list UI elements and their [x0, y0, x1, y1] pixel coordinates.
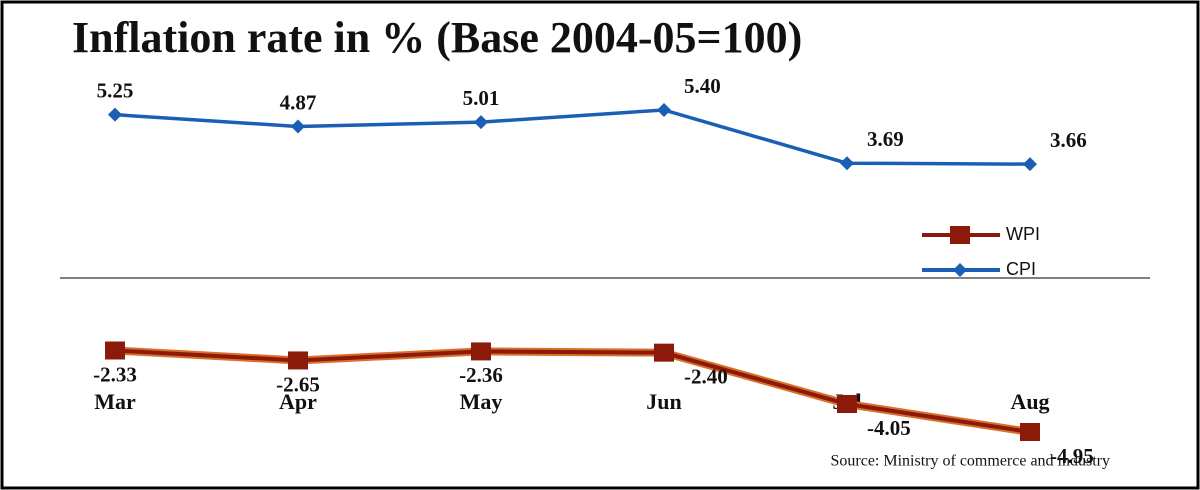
value-label: -4.05: [867, 416, 911, 440]
marker: [1023, 157, 1037, 172]
marker: [105, 341, 125, 360]
legend-marker: [953, 263, 967, 277]
value-label: -2.36: [459, 363, 503, 387]
x-tick-label: May: [460, 389, 503, 414]
value-label: 5.25: [97, 78, 134, 102]
marker: [840, 156, 854, 171]
legend-label: CPI: [1006, 259, 1036, 279]
x-tick-label: Jun: [646, 389, 681, 414]
marker: [291, 119, 305, 134]
source: Source: Ministry of commerce and industr…: [831, 453, 1111, 470]
marker: [837, 395, 857, 413]
legend-marker: [950, 226, 970, 244]
marker: [108, 107, 122, 122]
series-line: [114, 108, 1031, 166]
marker: [471, 342, 491, 361]
value-label: 3.66: [1050, 128, 1087, 152]
series-line: [114, 348, 1031, 434]
value-label: 4.87: [280, 90, 317, 114]
marker: [288, 351, 308, 370]
legend-label: WPI: [1006, 224, 1040, 244]
marker: [657, 103, 671, 117]
value-label: -2.40: [684, 364, 728, 388]
value-label: -4.95: [1050, 444, 1094, 468]
x-tick-label: Apr: [279, 389, 317, 414]
x-tick-label: Mar: [94, 389, 136, 414]
chart-title: Inflation rate in % (Base 2004-05=100): [72, 13, 802, 62]
x-tick-label: Aug: [1010, 389, 1049, 414]
marker: [654, 343, 674, 362]
value-label: 5.40: [684, 74, 721, 98]
marker: [474, 115, 488, 130]
value-label: -2.65: [276, 372, 320, 396]
value-label: 5.01: [463, 86, 500, 110]
value-label: -2.33: [93, 362, 137, 386]
marker: [1020, 423, 1040, 441]
value-label: 3.69: [867, 127, 904, 151]
